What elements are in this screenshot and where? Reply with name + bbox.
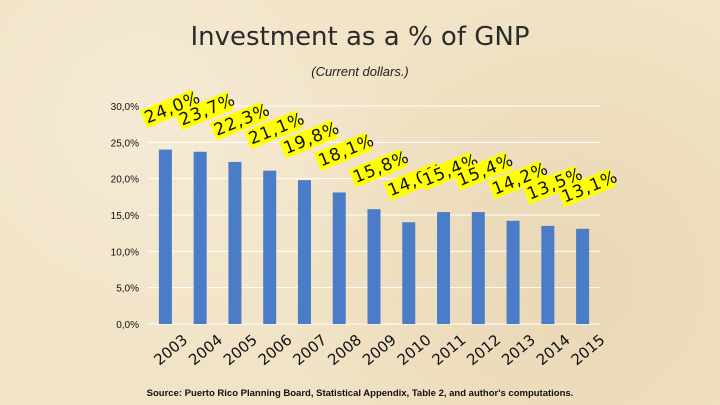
y-tick-label: 10,0% — [111, 247, 139, 258]
data-label-highlight — [174, 91, 234, 131]
data-label-highlight — [244, 110, 304, 150]
source-note: Source: Puerto Rico Planning Board, Stat… — [146, 388, 574, 399]
bar — [263, 170, 277, 324]
bar — [332, 192, 346, 324]
x-tick-label: 2010 — [394, 331, 435, 369]
data-label-highlight — [487, 160, 547, 200]
bar — [297, 180, 311, 324]
data-label-highlight — [418, 151, 478, 191]
bars — [158, 149, 590, 324]
data-label-highlight — [452, 151, 512, 191]
x-tick-label: 2009 — [359, 331, 400, 369]
y-tick-label: 20,0% — [111, 175, 139, 186]
x-tick-label: 2014 — [533, 331, 574, 369]
data-label-highlight — [313, 132, 373, 171]
bar — [437, 212, 451, 324]
x-tick-label: 2013 — [498, 331, 539, 369]
data-label-highlight — [139, 89, 199, 129]
x-tick-label: 2004 — [185, 331, 226, 369]
y-tick-label: 15,0% — [111, 211, 139, 222]
bar — [541, 225, 555, 324]
x-tick-label: 2003 — [150, 331, 191, 369]
x-axis-ticks: 2003200420052006200720082009201020112012… — [150, 331, 608, 369]
data-label-highlight — [522, 165, 582, 205]
data-label-highlight — [557, 168, 617, 208]
x-tick-label: 2007 — [289, 331, 330, 369]
bar — [402, 222, 416, 324]
chart-subtitle: (Current dollars.) — [311, 64, 409, 79]
data-label-highlight — [278, 119, 339, 159]
y-tick-label: 25,0% — [111, 138, 139, 149]
bar — [193, 151, 207, 324]
x-tick-label: 2006 — [255, 331, 296, 369]
x-tick-label: 2015 — [568, 331, 609, 369]
bar — [367, 209, 381, 324]
data-label-highlight — [209, 101, 269, 141]
x-tick-label: 2005 — [220, 331, 261, 369]
bar — [506, 220, 520, 324]
x-tick-label: 2008 — [324, 331, 365, 369]
x-tick-label: 2012 — [463, 331, 504, 369]
bar — [158, 149, 172, 324]
bar — [576, 228, 590, 324]
x-tick-label: 2011 — [429, 331, 470, 369]
y-tick-label: 30,0% — [111, 102, 139, 113]
data-label-highlight — [348, 149, 408, 188]
bar — [471, 212, 485, 324]
chart-title: Investment as a % of GNP — [190, 22, 530, 52]
y-tick-label: 5,0% — [116, 284, 139, 295]
y-tick-label: 0,0% — [116, 320, 139, 331]
y-axis-ticks: 0,0% 5,0% 10,0% 15,0% 20,0% 25,0% 30,0% — [111, 102, 139, 331]
bar — [228, 161, 242, 324]
